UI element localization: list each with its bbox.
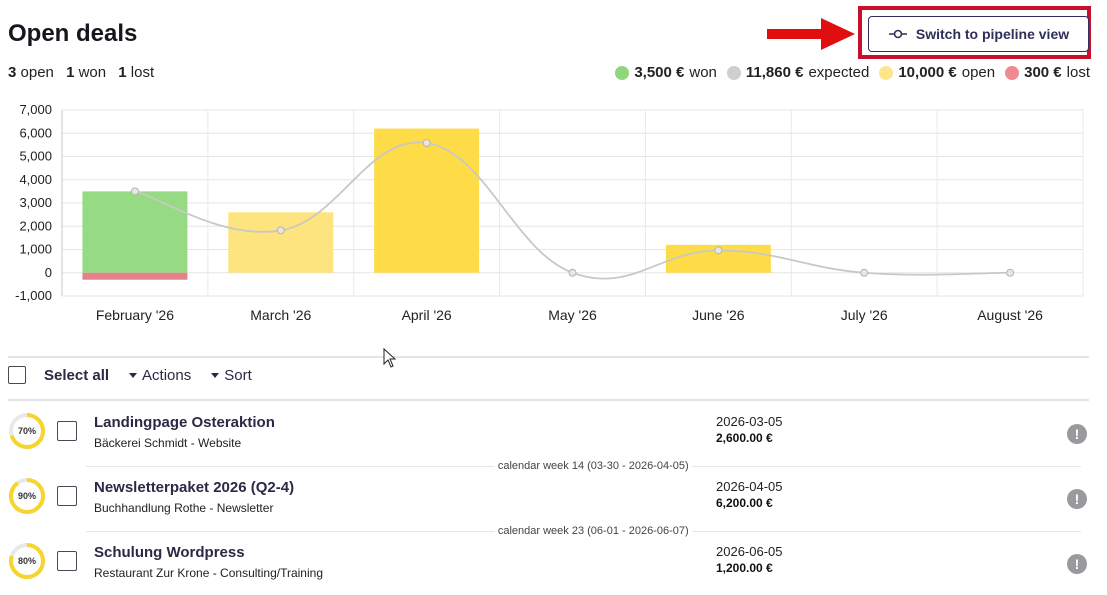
chart-divider — [8, 356, 1089, 358]
deals-chart: 7,000 6,000 5,000 4,000 3,000 2,000 1,000 0 -1,0… — [15, 102, 1084, 323]
deal-amount: 6,200.00 € — [716, 496, 773, 510]
y-tick-label: 1,000 — [19, 242, 52, 257]
list-item[interactable]: 70% Landingpage Osteraktion Bäckerei Sch… — [8, 402, 1089, 464]
select-all-checkbox[interactable] — [8, 366, 26, 384]
deal-company: Bäckerei Schmidt - Website — [94, 436, 242, 450]
list-item[interactable]: 90% Newsletterpaket 2026 (Q2-4) Buchhand… — [8, 467, 1089, 529]
deal-checkbox[interactable] — [57, 551, 77, 571]
probability-label: 90% — [17, 491, 36, 501]
caret-down-icon — [129, 372, 138, 378]
x-tick-label: July '26 — [841, 307, 888, 323]
expected-point — [568, 268, 577, 277]
legend-open: 10,000 € open — [879, 64, 995, 81]
week-label: calendar week 14 (03-30 - 2026-04-05) — [493, 460, 693, 472]
deal-checkbox[interactable] — [57, 486, 77, 506]
week-label: calendar week 23 (06-01 - 2026-06-07) — [493, 525, 693, 537]
y-tick-label: 2,000 — [19, 218, 52, 233]
expected-point — [714, 246, 723, 255]
deal-name[interactable]: Landingpage Osteraktion — [94, 414, 275, 431]
list-item[interactable]: 80% Schulung Wordpress Restaurant Zur Kr… — [8, 532, 1089, 594]
annotation-arrow — [767, 18, 855, 50]
deal-checkbox[interactable] — [57, 421, 77, 441]
bar-open — [374, 128, 480, 273]
y-tick-label: 7,000 — [19, 102, 52, 117]
expected-point — [422, 139, 431, 148]
open-dot — [879, 65, 894, 80]
probability-label: 80% — [17, 556, 36, 566]
lost-count: 1 lost — [118, 64, 155, 81]
probability-ring — [9, 478, 45, 514]
list-toolbar: Select all Actions Sort — [8, 366, 252, 384]
switch-to-pipeline-view-button[interactable]: Switch to pipeline view — [868, 16, 1089, 52]
bar-lost — [82, 272, 188, 280]
y-tick-label: 4,000 — [19, 172, 52, 187]
legend-lost: 300 € lost — [1005, 64, 1090, 81]
chart-legend: 3,500 € won 11,860 € expected 10,000 € open… — [615, 64, 1090, 81]
y-tick-label: 6,000 — [19, 125, 52, 140]
lost-dot — [1005, 65, 1020, 80]
legend-expected: 11,860 € expected — [726, 64, 869, 81]
probability-ring — [9, 543, 45, 579]
probability-arc — [9, 413, 45, 449]
bar-open — [228, 212, 334, 273]
deal-amount: 2,600.00 € — [716, 431, 773, 445]
caret-down-icon — [211, 372, 220, 378]
select-all-label[interactable]: Select all — [44, 366, 110, 384]
actions-menu[interactable]: Actions — [129, 367, 191, 384]
sort-menu[interactable]: Sort — [211, 367, 252, 384]
toolbar-divider — [8, 399, 1089, 401]
won-count: 1 won — [66, 64, 107, 81]
y-tick-label: 0 — [45, 265, 52, 280]
alert-icon[interactable]: ! — [1067, 554, 1087, 574]
probability-ring — [9, 413, 45, 449]
alert-icon[interactable]: ! — [1067, 489, 1087, 509]
probability-arc — [9, 543, 45, 579]
y-tick-label: 3,000 — [19, 195, 52, 210]
y-tick-label: 5,000 — [19, 149, 52, 164]
open-count: 3 open — [8, 64, 54, 81]
x-tick-label: April '26 — [402, 307, 452, 323]
x-tick-label: March '26 — [250, 307, 311, 323]
page-title: Open deals — [8, 20, 138, 47]
expected-point — [860, 268, 869, 277]
deal-date: 2026-06-05 — [716, 544, 783, 559]
deal-company: Restaurant Zur Krone - Consulting/Traini… — [94, 566, 323, 580]
x-tick-label: June '26 — [692, 307, 745, 323]
x-tick-label: February '26 — [96, 307, 174, 323]
y-tick-label: -1,000 — [15, 288, 52, 303]
won-dot — [615, 65, 630, 80]
expected-point — [130, 187, 139, 196]
deal-amount: 1,200.00 € — [716, 561, 773, 575]
pipeline-button-label: Switch to pipeline view — [915, 26, 1070, 42]
expected-point — [1006, 268, 1015, 277]
expected-dot — [726, 65, 741, 80]
deal-company: Buchhandlung Rothe - Newsletter — [94, 501, 274, 515]
alert-icon[interactable]: ! — [1067, 424, 1087, 444]
probability-label: 70% — [17, 426, 36, 436]
legend-won: 3,500 € won — [615, 64, 717, 81]
deal-counts: 3 open 1 won 1 lost — [8, 64, 162, 81]
bar-won — [82, 191, 188, 273]
x-tick-label: May '26 — [548, 307, 597, 323]
mouse-cursor-icon — [383, 348, 397, 368]
expected-point — [276, 226, 285, 235]
deal-date: 2026-03-05 — [716, 414, 783, 429]
highlight-frame — [858, 6, 1091, 59]
pipeline-icon — [888, 29, 907, 39]
x-tick-label: August '26 — [977, 307, 1043, 323]
deal-name[interactable]: Schulung Wordpress — [94, 544, 245, 561]
probability-arc — [9, 478, 45, 514]
deal-name[interactable]: Newsletterpaket 2026 (Q2-4) — [94, 479, 295, 496]
deal-date: 2026-04-05 — [716, 479, 783, 494]
